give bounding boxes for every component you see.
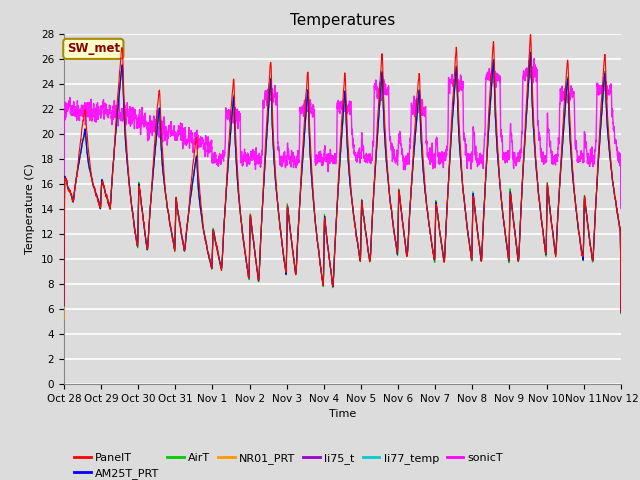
Y-axis label: Temperature (C): Temperature (C): [26, 163, 35, 254]
Title: Temperatures: Temperatures: [290, 13, 395, 28]
Legend: PanelT, AM25T_PRT, AirT, NR01_PRT, li75_t, li77_temp, sonicT: PanelT, AM25T_PRT, AirT, NR01_PRT, li75_…: [70, 448, 508, 480]
X-axis label: Time: Time: [329, 409, 356, 419]
Text: SW_met: SW_met: [67, 42, 120, 55]
